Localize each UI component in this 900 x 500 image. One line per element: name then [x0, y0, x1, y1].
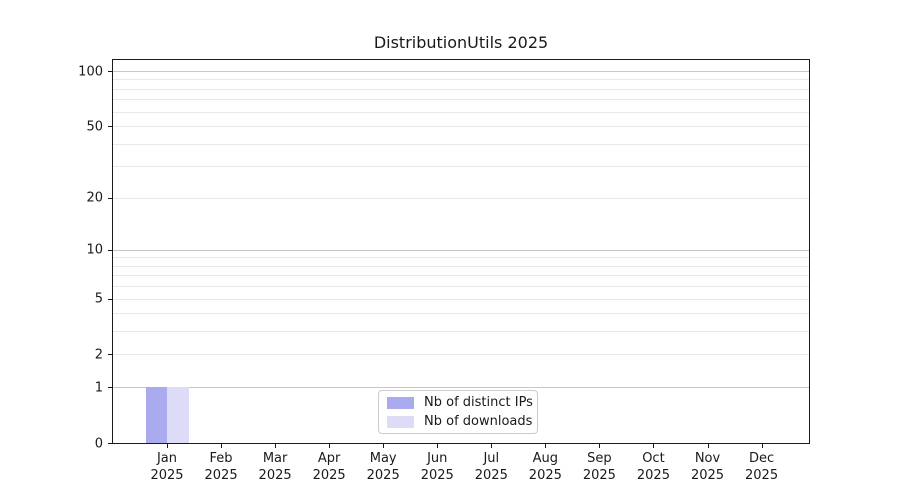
- x-tick-mark: [599, 444, 601, 448]
- legend: Nb of distinct IPs Nb of downloads: [378, 390, 538, 434]
- y-tick-label: 20: [86, 190, 103, 206]
- x-tick-mark: [653, 444, 655, 448]
- gridline-minor: [113, 313, 809, 315]
- y-tick-mark: [108, 298, 112, 300]
- x-tick-mark: [167, 444, 168, 448]
- gridline-major: [113, 71, 809, 72]
- y-tick-mark: [108, 197, 112, 199]
- y-tick-label: 0: [94, 436, 103, 451]
- gridline-minor: [113, 79, 809, 81]
- gridline-minor: [113, 126, 809, 128]
- x-tick-mark: [221, 444, 223, 448]
- x-tick-year: 2025: [420, 468, 454, 483]
- x-tick-year: 2025: [204, 468, 238, 483]
- bar-downloads: [167, 387, 189, 443]
- legend-label-distinct-ips: Nb of distinct IPs: [424, 395, 533, 410]
- y-tick-mark: [108, 249, 112, 251]
- bar-distinct-ips: [145, 387, 167, 443]
- x-tick-year: 2025: [528, 468, 562, 483]
- x-tick-month: Sep: [587, 451, 612, 466]
- x-tick-mark: [491, 444, 493, 448]
- x-tick-mark: [275, 444, 277, 448]
- x-tick-label: Feb 2025: [193, 450, 249, 484]
- y-tick-label: 5: [94, 291, 103, 307]
- gridline-minor: [113, 354, 809, 356]
- x-tick-mark: [761, 444, 763, 448]
- x-tick-year: 2025: [745, 468, 779, 483]
- x-tick-label: Dec 2025: [734, 450, 790, 484]
- x-tick-label: Nov 2025: [680, 450, 736, 484]
- x-tick-month: Jun: [427, 451, 448, 466]
- x-tick-month: Jan: [156, 451, 178, 466]
- y-tick-mark: [108, 443, 112, 444]
- gridline-minor: [113, 143, 809, 145]
- x-tick-year: 2025: [366, 468, 400, 483]
- x-tick-year: 2025: [312, 468, 346, 483]
- x-tick-label: Sep 2025: [571, 450, 627, 484]
- x-tick-label: Apr 2025: [301, 450, 357, 484]
- x-tick-label: Aug 2025: [517, 450, 573, 484]
- x-tick-mark: [437, 444, 439, 448]
- x-tick-month: Apr: [317, 451, 341, 466]
- x-tick-year: 2025: [258, 468, 292, 483]
- x-tick-month: May: [369, 451, 397, 466]
- x-tick-month: Feb: [209, 451, 233, 466]
- x-tick-year: 2025: [150, 468, 184, 483]
- x-tick-month: Jul: [483, 451, 500, 466]
- x-tick-month: Nov: [694, 451, 721, 466]
- gridline-minor: [113, 275, 809, 277]
- x-tick-month: Dec: [748, 451, 775, 466]
- y-tick-label: 2: [94, 347, 103, 363]
- x-tick-label: Mar 2025: [247, 450, 303, 484]
- plot-area: Nb of distinct IPs Nb of downloads 0 1 2 5 1…: [78, 59, 810, 483]
- y-tick-label: 50: [86, 119, 103, 135]
- legend-swatch-distinct-ips-icon: [387, 396, 414, 409]
- x-tick-month: Mar: [262, 451, 288, 466]
- x-tick-year: 2025: [636, 468, 670, 483]
- legend-swatch-downloads-icon: [387, 415, 414, 428]
- y-tick-label: 100: [78, 64, 103, 79]
- x-tick-year: 2025: [582, 468, 616, 483]
- gridline-major: [113, 387, 809, 389]
- y-tick-mark: [108, 354, 112, 356]
- x-tick-label: Jan 2025: [139, 450, 195, 484]
- x-tick-mark: [545, 444, 547, 448]
- gridline-minor: [113, 99, 809, 101]
- y-tick-mark: [108, 71, 112, 72]
- gridline-minor: [113, 265, 809, 267]
- y-tick-mark: [108, 126, 112, 128]
- gridline-minor: [113, 257, 809, 259]
- x-tick-year: 2025: [690, 468, 725, 483]
- chart-title: DistributionUtils 2025: [373, 33, 549, 52]
- gridline-minor: [113, 88, 809, 90]
- gridline-minor: [113, 286, 809, 288]
- x-tick-mark: [383, 444, 385, 448]
- gridline-minor: [113, 298, 809, 300]
- x-tick-mark: [329, 444, 331, 448]
- x-tick-month: Oct: [642, 451, 665, 466]
- gridline-minor: [113, 197, 809, 199]
- legend-item-downloads: Nb of downloads: [387, 414, 537, 429]
- gridline-minor: [113, 331, 809, 333]
- x-tick-month: Aug: [532, 451, 559, 466]
- gridline-minor: [113, 166, 809, 168]
- gridline-minor: [113, 111, 809, 113]
- x-tick-year: 2025: [474, 468, 508, 483]
- x-tick-label: Jul 2025: [463, 450, 519, 484]
- x-tick-label: Jun 2025: [409, 450, 465, 484]
- x-tick-mark: [707, 444, 709, 448]
- x-tick-label: Oct 2025: [625, 450, 681, 484]
- y-tick-mark: [108, 387, 112, 389]
- x-tick-label: May 2025: [355, 450, 411, 484]
- y-tick-label: 1: [94, 380, 103, 396]
- gridline-major: [113, 249, 809, 251]
- legend-label-downloads: Nb of downloads: [424, 414, 533, 429]
- legend-item-distinct-ips: Nb of distinct IPs: [387, 395, 537, 410]
- y-tick-label: 10: [86, 242, 103, 258]
